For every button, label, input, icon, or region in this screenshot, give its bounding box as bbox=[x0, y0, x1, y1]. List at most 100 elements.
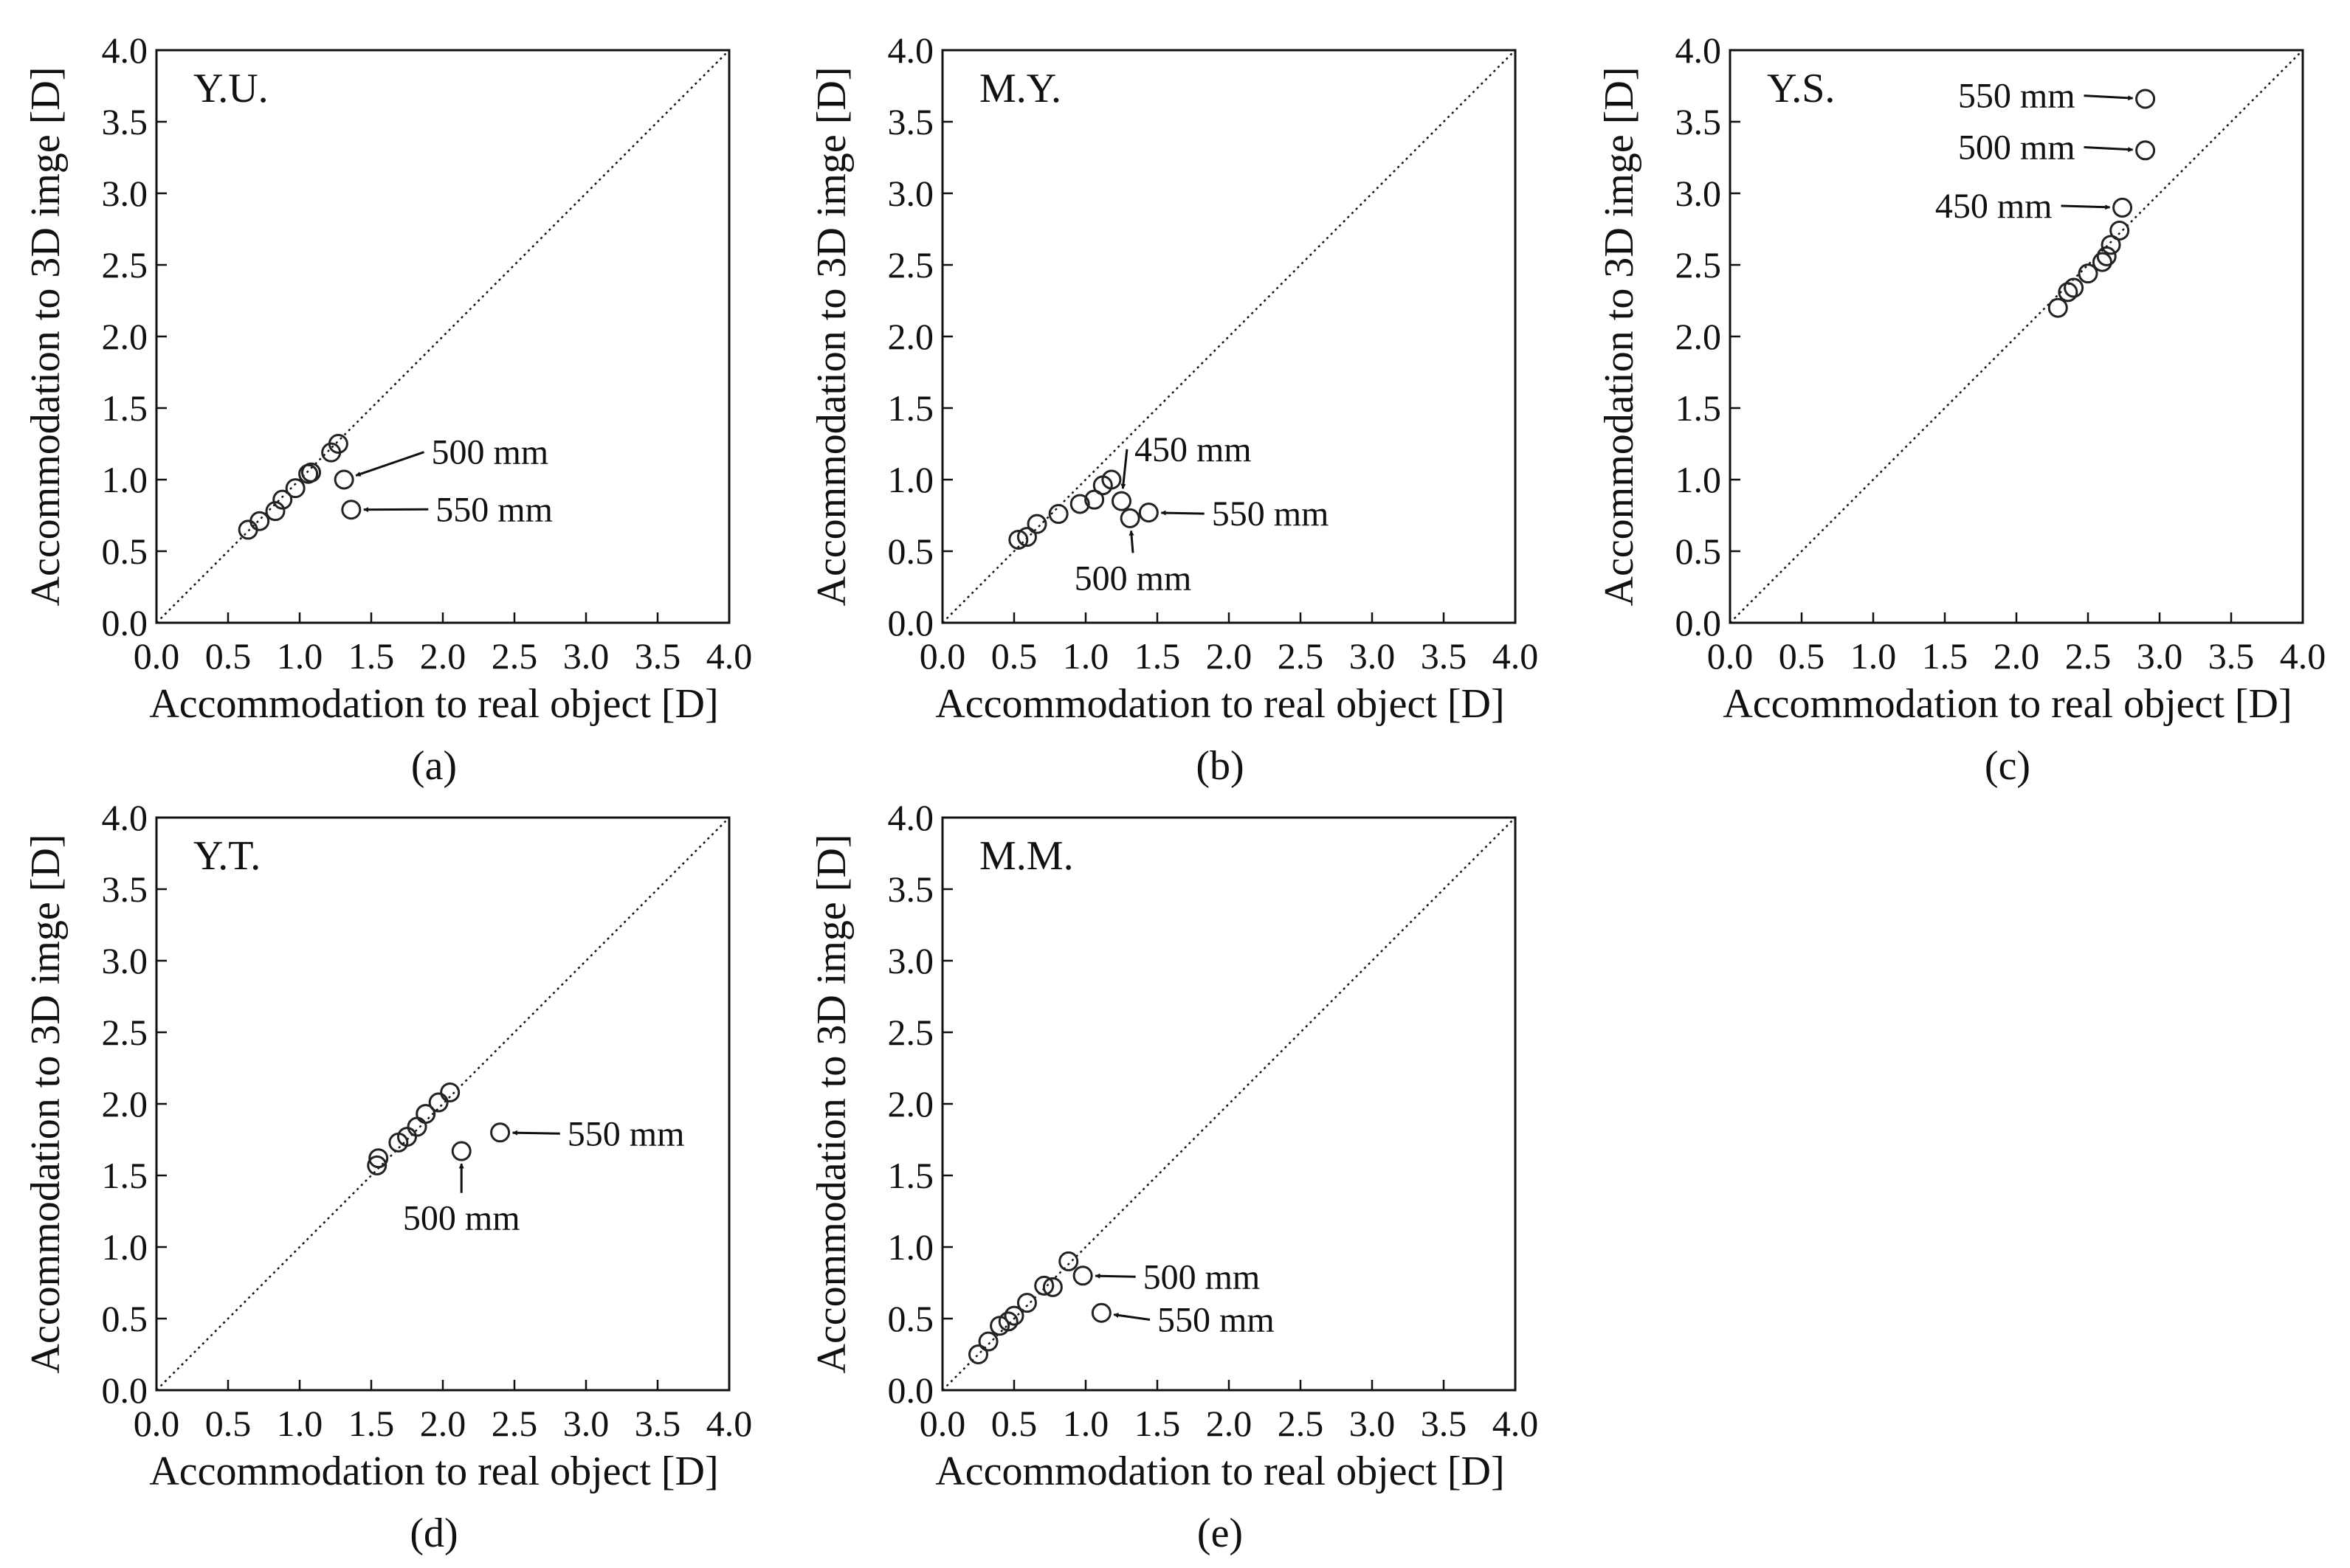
data-point bbox=[1008, 529, 1029, 550]
y-tick-label: 0.5 bbox=[102, 1298, 148, 1339]
y-tick-label: 3.5 bbox=[888, 868, 934, 910]
x-tick-label: 1.0 bbox=[277, 635, 323, 677]
y-axis-title: Accommodation to 3D imge [D] bbox=[1596, 67, 1642, 607]
x-tick-label: 3.0 bbox=[1349, 1403, 1396, 1444]
y-tick-label: 2.0 bbox=[102, 1083, 148, 1125]
x-tick-label: 2.5 bbox=[1278, 635, 1324, 677]
reference-line bbox=[942, 49, 1516, 624]
y-tick-label: 3.5 bbox=[102, 101, 148, 142]
x-tick-label: 4.0 bbox=[1492, 1403, 1539, 1444]
annotation-arrow bbox=[1129, 530, 1134, 553]
reference-line bbox=[156, 817, 730, 1391]
y-tick-label: 4.0 bbox=[888, 797, 934, 838]
data-point bbox=[1042, 1277, 1063, 1297]
data-point bbox=[368, 1148, 389, 1169]
y-tick-label: 1.5 bbox=[888, 387, 934, 429]
y-axis-title: Accommodation to 3D imge [D] bbox=[23, 67, 69, 607]
data-point bbox=[1034, 1275, 1055, 1296]
annotation-label: 500 mm bbox=[1075, 559, 1192, 598]
annotation-label: 500 mm bbox=[1143, 1257, 1261, 1296]
x-tick-label: 2.5 bbox=[492, 635, 538, 677]
x-axis-title: Accommodation to real object [D] bbox=[935, 681, 1504, 727]
annotation-arrow bbox=[1113, 1313, 1151, 1321]
subject-label: M.M. bbox=[979, 833, 1074, 879]
x-tick-label: 3.0 bbox=[563, 635, 610, 677]
y-tick-label: 3.0 bbox=[102, 173, 148, 214]
y-tick-label: 0.5 bbox=[888, 1298, 934, 1339]
x-tick-label: 0.0 bbox=[920, 1403, 966, 1444]
y-tick-label: 3.5 bbox=[1675, 101, 1722, 142]
x-tick-label: 2.0 bbox=[1994, 635, 2040, 677]
subject-label: Y.T. bbox=[193, 833, 261, 879]
y-tick-label: 1.0 bbox=[1675, 459, 1722, 500]
x-axis-title: Accommodation to real object [D] bbox=[935, 1448, 1504, 1494]
y-tick-label: 1.0 bbox=[888, 1226, 934, 1268]
data-point bbox=[1048, 504, 1069, 525]
data-point bbox=[1120, 508, 1140, 528]
x-tick-label: 3.0 bbox=[563, 1403, 610, 1444]
x-tick-label: 0.0 bbox=[134, 1403, 180, 1444]
data-point bbox=[1016, 1293, 1037, 1313]
x-tick-label: 3.5 bbox=[1421, 635, 1467, 677]
x-tick-label: 3.0 bbox=[2137, 635, 2183, 677]
data-point bbox=[341, 500, 362, 520]
data-point bbox=[440, 1082, 461, 1102]
annotation-arrow bbox=[2061, 204, 2111, 210]
chart-panel-c: 0.00.0 0.5 0.5 1.0 1.0 1.5 1.5 2.0 2.0 2.5 2.5 3.0 3… bbox=[1596, 30, 2326, 789]
data-point bbox=[1027, 514, 1047, 534]
panel-label: (c) bbox=[1985, 743, 2030, 789]
x-tick-label: 0.5 bbox=[991, 1403, 1038, 1444]
subject-label: Y.S. bbox=[1767, 66, 1835, 111]
data-point bbox=[2101, 235, 2121, 255]
data-point bbox=[2078, 263, 2098, 284]
y-tick-label: 0.5 bbox=[102, 531, 148, 572]
y-tick-label: 2.0 bbox=[102, 316, 148, 357]
y-tick-label: 2.5 bbox=[102, 244, 148, 286]
x-tick-label: 0.0 bbox=[134, 635, 180, 677]
annotation-arrow bbox=[355, 451, 424, 477]
y-tick-label: 1.5 bbox=[1675, 387, 1722, 429]
reference-line bbox=[156, 49, 730, 624]
x-tick-label: 3.0 bbox=[1349, 635, 1396, 677]
x-tick-label: 4.0 bbox=[1492, 635, 1539, 677]
y-tick-label: 2.5 bbox=[102, 1012, 148, 1053]
data-point bbox=[397, 1127, 417, 1147]
panel-label: (b) bbox=[1196, 743, 1244, 789]
x-tick-label: 2.0 bbox=[1206, 635, 1252, 677]
x-axis-title: Accommodation to real object [D] bbox=[149, 1448, 718, 1494]
chart-panel-d: 0.00.0 0.5 0.5 1.0 1.0 1.5 1.5 2.0 2.0 2.5 2.5 3.0 3… bbox=[23, 797, 752, 1556]
data-point bbox=[1101, 469, 1122, 490]
x-tick-label: 2.5 bbox=[1278, 1403, 1324, 1444]
x-tick-label: 2.5 bbox=[2065, 635, 2112, 677]
annotation-arrow bbox=[1160, 510, 1205, 516]
x-tick-label: 1.5 bbox=[1134, 1403, 1181, 1444]
data-point bbox=[1091, 1302, 1112, 1323]
y-tick-label: 0.0 bbox=[102, 1370, 148, 1411]
x-tick-label: 1.0 bbox=[1063, 1403, 1109, 1444]
x-tick-label: 2.5 bbox=[492, 1403, 538, 1444]
y-tick-label: 0.0 bbox=[888, 602, 934, 643]
data-point bbox=[978, 1331, 999, 1352]
y-tick-label: 2.5 bbox=[1675, 244, 1722, 286]
y-axis-title: Accommodation to 3D imge [D] bbox=[23, 835, 69, 1374]
data-point bbox=[328, 434, 348, 454]
reference-line bbox=[942, 817, 1516, 1391]
annotation-label: 450 mm bbox=[1134, 430, 1252, 469]
panel-label: (a) bbox=[411, 743, 457, 789]
y-tick-label: 1.0 bbox=[102, 1226, 148, 1268]
data-point bbox=[285, 478, 306, 499]
data-point bbox=[367, 1155, 387, 1175]
y-tick-label: 1.0 bbox=[888, 459, 934, 500]
y-tick-label: 1.5 bbox=[102, 387, 148, 429]
x-axis-title: Accommodation to real object [D] bbox=[1723, 681, 2292, 727]
x-tick-label: 3.5 bbox=[635, 635, 681, 677]
chart-panel-e: 0.00.0 0.5 0.5 1.0 1.0 1.5 1.5 2.0 2.0 2.5 2.5 3.0 3… bbox=[809, 797, 1538, 1556]
data-point bbox=[301, 462, 322, 483]
x-tick-label: 1.5 bbox=[1922, 635, 1968, 677]
x-tick-label: 1.5 bbox=[348, 1403, 395, 1444]
x-tick-label: 1.0 bbox=[1063, 635, 1109, 677]
x-tick-label: 0.5 bbox=[1779, 635, 1825, 677]
data-point bbox=[334, 469, 354, 490]
data-point bbox=[490, 1122, 511, 1143]
y-tick-label: 2.5 bbox=[888, 244, 934, 286]
